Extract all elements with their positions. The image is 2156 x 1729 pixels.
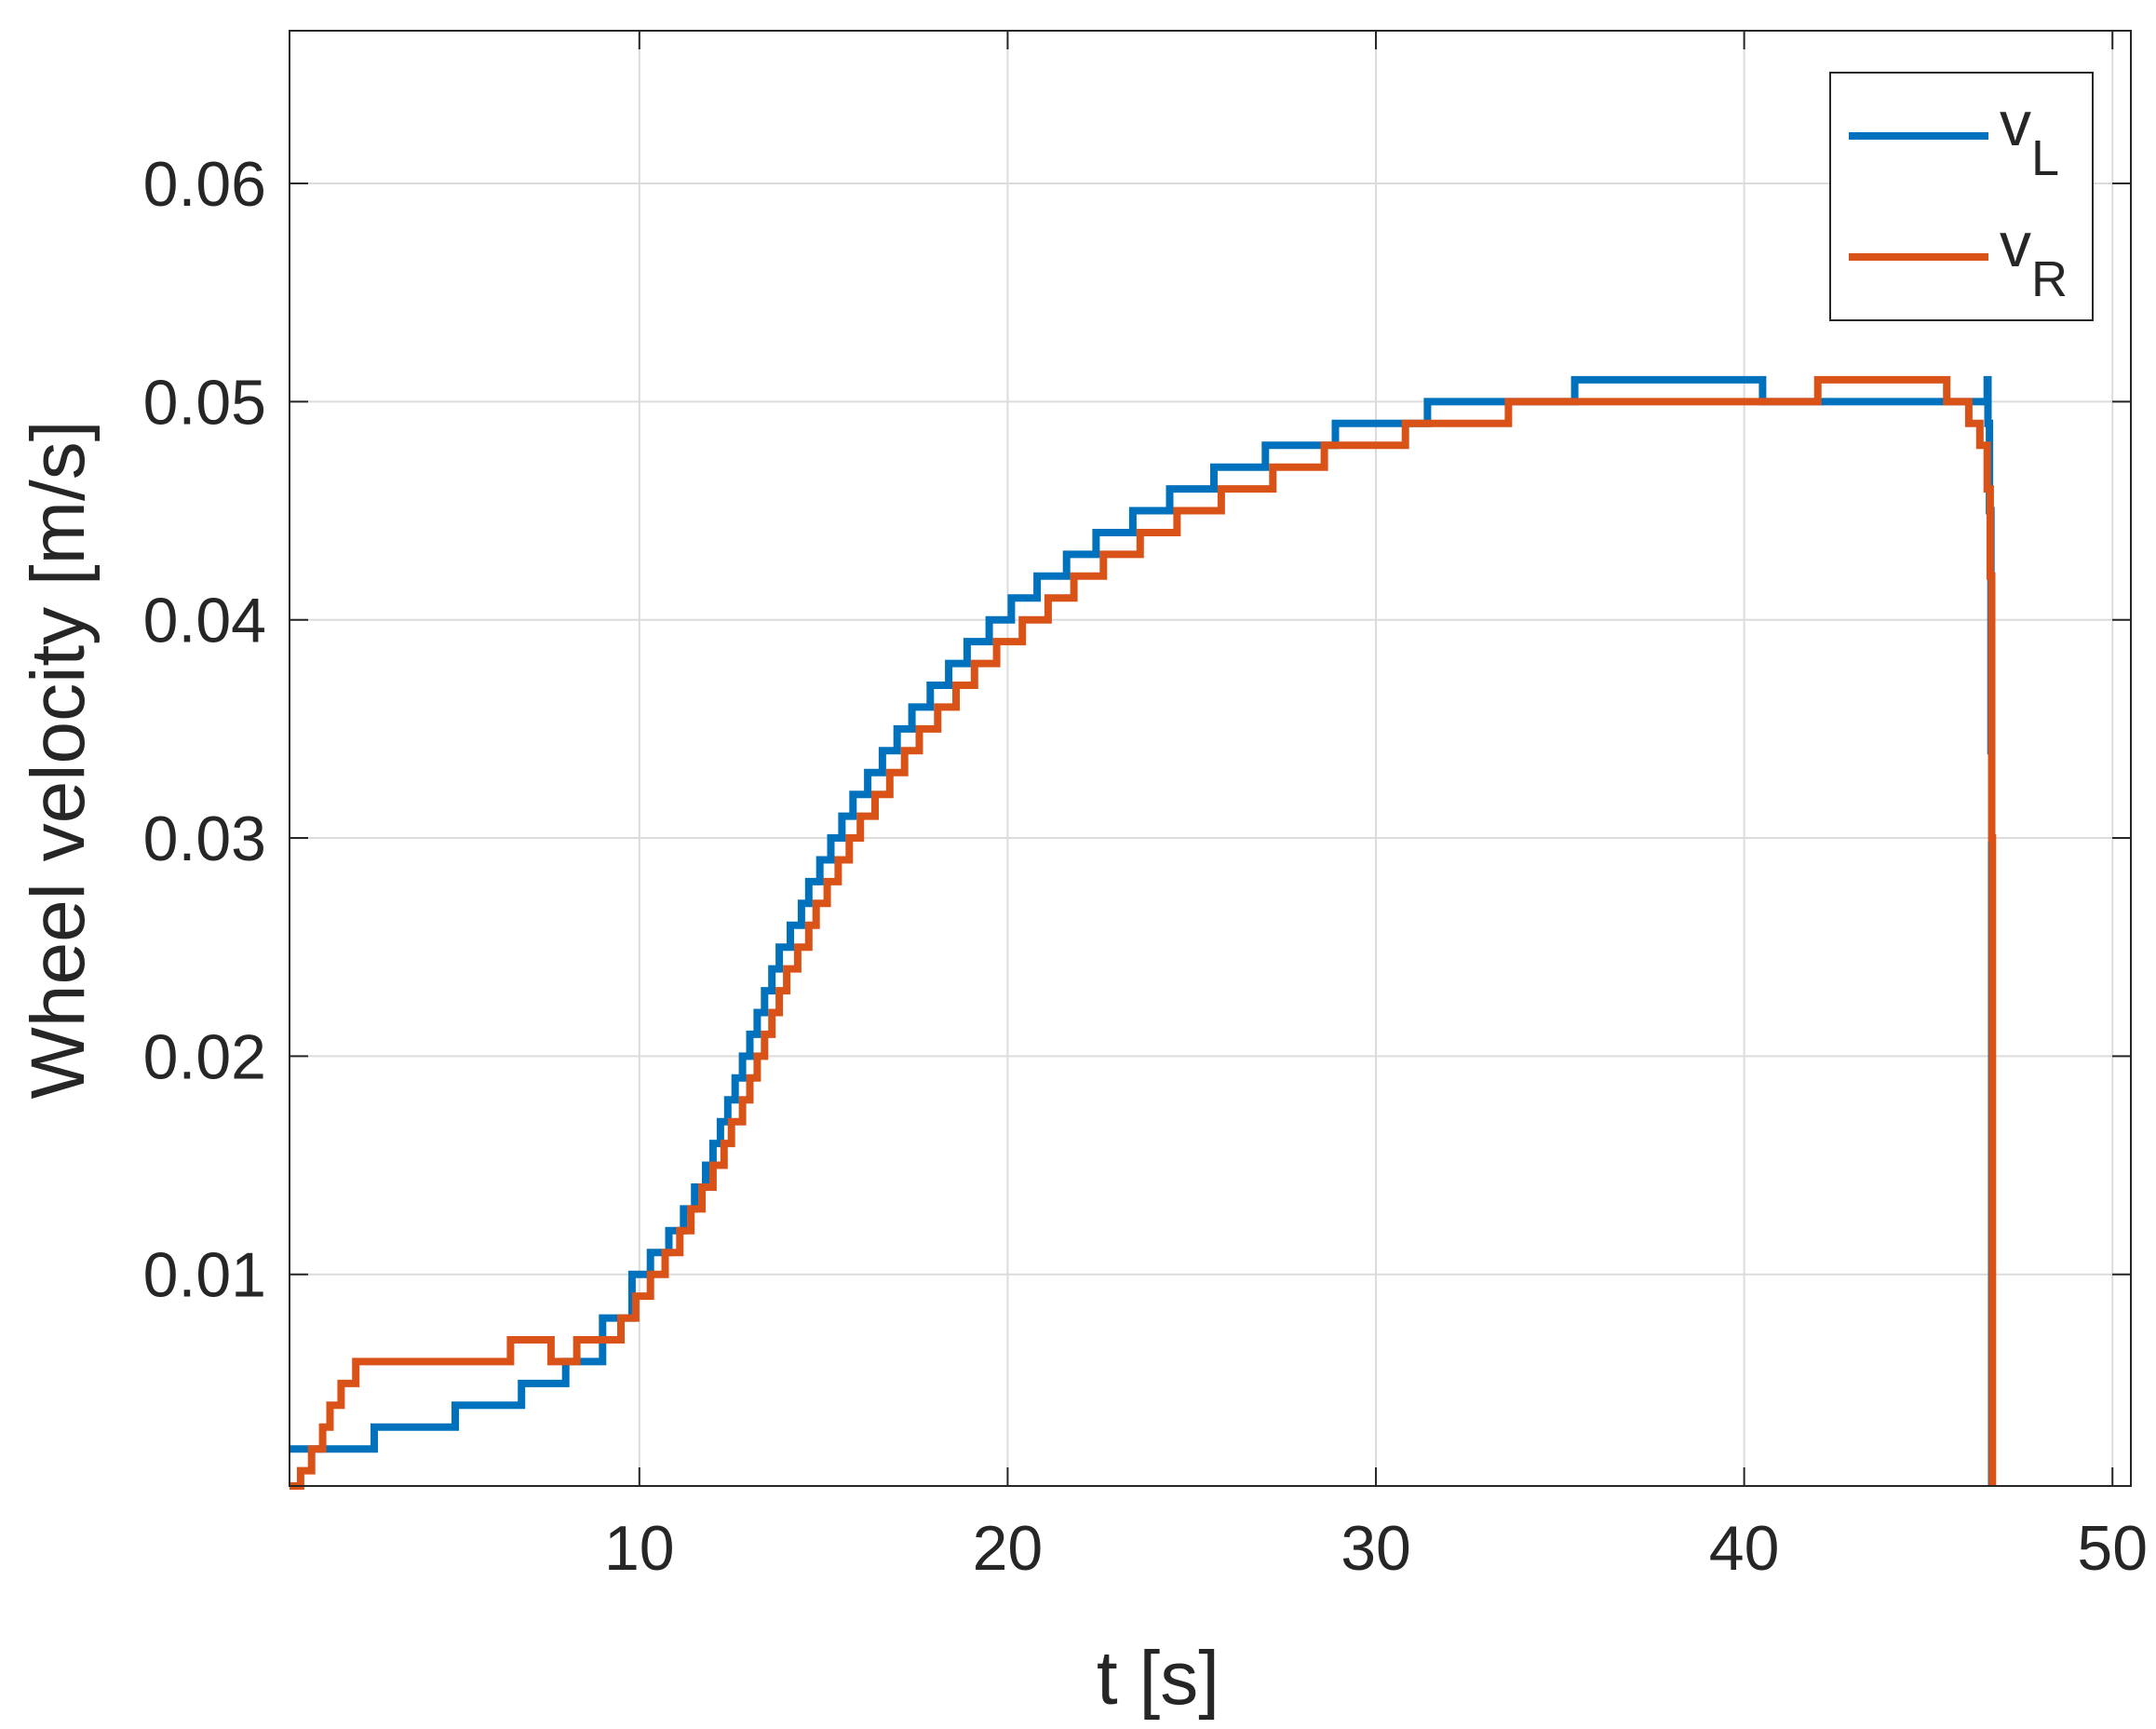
legend-box [1829, 72, 2094, 321]
axis-ticks [290, 31, 2131, 1486]
legend: vL vR [1829, 72, 2094, 321]
y-tick-label: 0.03 [143, 804, 266, 874]
legend-label: vL [2000, 88, 2059, 186]
x-axis-label: t [s] [1097, 1636, 1219, 1721]
series-line-L [290, 375, 1996, 1486]
tick-labels: 10 20 30 40 50 0.01 0.02 0.03 0.04 0.05 0.06 [143, 149, 2148, 1584]
grid-lines [290, 31, 2131, 1486]
y-tick-label: 0.05 [143, 367, 266, 438]
legend-label: vR [2000, 209, 2068, 307]
y-axis-label: Wheel velocity [m/s] [16, 420, 101, 1099]
plot-frame [289, 30, 2132, 1487]
y-tick-label: 0.04 [143, 586, 266, 656]
x-tick-label: 50 [2077, 1513, 2148, 1584]
x-tick-label: 40 [1709, 1513, 1780, 1584]
data-series [290, 375, 1997, 1490]
x-tick-label: 10 [604, 1513, 675, 1584]
y-tick-label: 0.06 [143, 149, 266, 220]
series-line-R [290, 375, 1997, 1490]
plot-area [290, 31, 2131, 1486]
x-tick-label: 30 [1341, 1513, 1411, 1584]
x-tick-label: 20 [973, 1513, 1044, 1584]
y-tick-label: 0.02 [143, 1021, 266, 1092]
y-tick-label: 0.01 [143, 1240, 266, 1311]
